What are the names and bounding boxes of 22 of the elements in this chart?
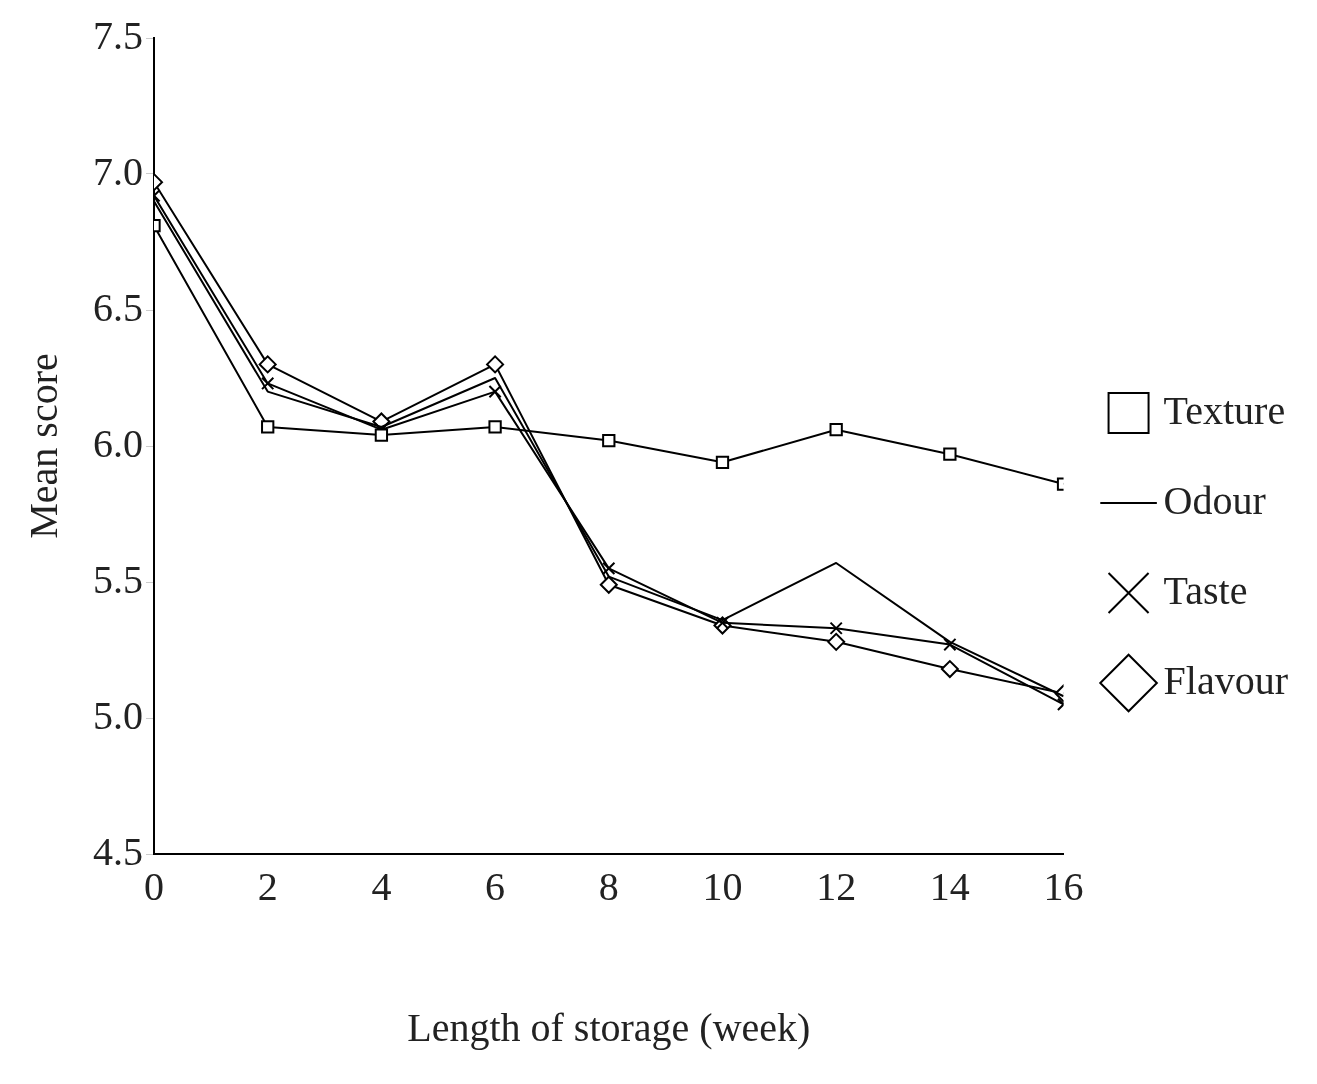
x-tick-label: 16 xyxy=(1043,863,1084,909)
x-tick-label: 12 xyxy=(816,863,857,909)
y-tick-label: 5.5 xyxy=(93,556,143,602)
x-tick-label: 2 xyxy=(257,863,278,909)
y-tick-label: 7.5 xyxy=(93,12,143,58)
y-tick-label: 4.5 xyxy=(93,828,143,874)
x-tick-label: 8 xyxy=(598,863,619,909)
x-tick-label: 4 xyxy=(371,863,392,909)
y-axis-title: Mean score xyxy=(20,353,66,539)
x-tick-label: 14 xyxy=(929,863,970,909)
x-tick-label: 6 xyxy=(485,863,506,909)
legend-label: Odour xyxy=(1163,477,1266,523)
y-tick-label: 6.0 xyxy=(93,420,143,466)
legend-label: Flavour xyxy=(1163,657,1288,703)
legend-label: Texture xyxy=(1163,387,1286,433)
x-tick-label: 0 xyxy=(144,863,164,909)
x-tick-label: 10 xyxy=(702,863,743,909)
y-tick-label: 7.0 xyxy=(93,148,143,194)
y-tick-label: 5.0 xyxy=(93,692,143,738)
y-tick-label: 6.5 xyxy=(93,284,143,330)
x-axis-title: Length of storage (week) xyxy=(407,1004,811,1050)
legend-label: Taste xyxy=(1163,567,1248,613)
